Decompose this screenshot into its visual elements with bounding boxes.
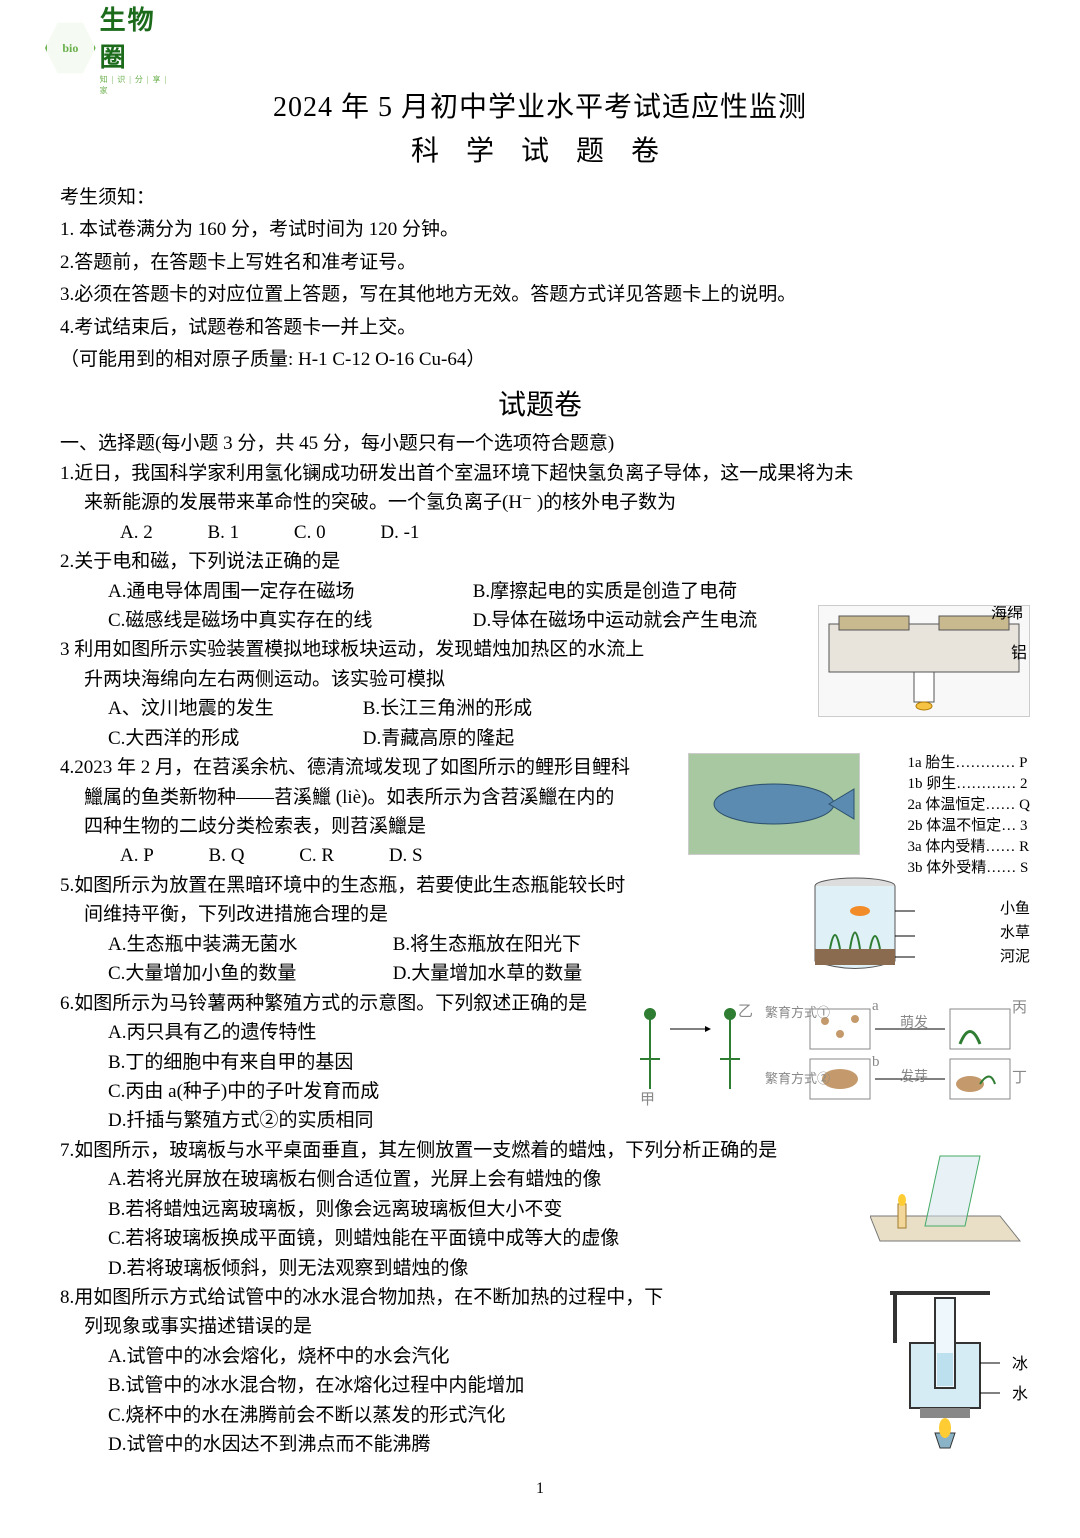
q6-label-m1: 繁育方式①: [765, 1003, 830, 1023]
logo-icon: bio: [45, 20, 96, 76]
q8-figure: 冰 水: [880, 1283, 1030, 1453]
q5-label-grass: 水草: [1000, 921, 1030, 945]
q8-option-c: C.烧杯中的水在沸腾前会不断以蒸发的形式汽化: [60, 1401, 1020, 1430]
q4-key-row: 1b 卵生………… 2: [908, 774, 1031, 795]
instructions-heading: 考生须知：: [60, 183, 1020, 213]
q4-figure: [688, 753, 860, 855]
q6-label-ding: 丁: [1012, 1067, 1027, 1090]
q8-label-water: 水: [1012, 1383, 1028, 1408]
q8-option-d: D.试管中的水因达不到沸点而不能沸腾: [60, 1430, 1020, 1459]
instruction-line: 4.考试结束后，试题卷和答题卡一并上交。: [60, 313, 1020, 343]
question-6: 甲 乙 丙 丁 a b 繁育方式① 繁育方式② 萌发 发芽 6.如图所示为马铃薯…: [60, 989, 1020, 1136]
q2-option-b: B.摩擦起电的实质是创造了电荷: [473, 577, 833, 606]
instruction-line: （可能用到的相对原子质量: H-1 C-12 O-16 Cu-64）: [60, 345, 1020, 375]
q8-heating-icon: [880, 1283, 1030, 1453]
q6-label-bud: 发芽: [900, 1067, 928, 1089]
question-4: 1a 胎生………… P 1b 卵生………… 2 2a 体温恒定…… Q 2b 体…: [60, 753, 1020, 871]
q5-option-a: A.生态瓶中装满无菌水: [108, 930, 388, 959]
q5-option-b: B.将生态瓶放在阳光下: [393, 934, 581, 955]
q4-key-table: 1a 胎生………… P 1b 卵生………… 2 2a 体温恒定…… Q 2b 体…: [908, 753, 1031, 879]
q6-option-d: D.扦插与繁殖方式②的实质相同: [60, 1106, 1020, 1135]
q5-jar-icon: [800, 871, 950, 976]
q5-option-c: C.大量增加小鱼的数量: [108, 959, 388, 988]
q5-label-fish: 小鱼: [1000, 897, 1030, 921]
q3-option-b: B.长江三角洲的形成: [363, 698, 532, 719]
q8-stem: 列现象或事实描述错误的是: [60, 1312, 1020, 1341]
logo-main-text: 生物圈: [100, 0, 175, 74]
q8-option-b: B.试管中的冰水混合物，在冰熔化过程中内能增加: [60, 1371, 1020, 1400]
q7-figure: [870, 1146, 1030, 1256]
q7-mirror-icon: [870, 1146, 1030, 1256]
exam-subtitle: 科 学 试 题 卷: [60, 129, 1020, 169]
q8-option-a: A.试管中的冰会熔化，烧杯中的水会汽化: [60, 1342, 1020, 1371]
instruction-line: 3.必须在答题卡的对应位置上答题，写在其他地方无效。答题方式详见答题卡上的说明。: [60, 280, 1020, 310]
part1-heading: 一、选择题(每小题 3 分，共 45 分，每小题只有一个选项符合题意): [60, 429, 1020, 458]
q7-option-d: D.若将玻璃板倾斜，则无法观察到蜡烛的像: [60, 1254, 1020, 1283]
q4-stem: 四种生物的二歧分类检索表，则苕溪鱲是: [60, 812, 1020, 841]
q6-label-m2: 繁育方式②: [765, 1069, 830, 1089]
question-7: 7.如图所示，玻璃板与水平桌面垂直，其左侧放置一支燃着的蜡烛，下列分析正确的是 …: [60, 1136, 1020, 1283]
q4-option-b: B. Q: [209, 841, 245, 870]
q6-label-a: a: [872, 995, 879, 1018]
q6-label-jia: 甲: [640, 1089, 655, 1109]
q5-label-mud: 河泥: [1000, 945, 1030, 969]
q4-option-a: A. P: [120, 841, 154, 870]
logo: bio 生物圈 知 | 识 | 分 | 享 | 家: [45, 18, 175, 78]
logo-sub-text: 知 | 识 | 分 | 享 | 家: [100, 74, 175, 96]
q1-option-c: C. 0: [294, 518, 326, 547]
q4-stem: 4.2023 年 2 月，在苕溪余杭、德清流域发现了如图所示的鲤形目鲤科: [60, 753, 1020, 782]
q2-option-a: A.通电导体周围一定存在磁场: [108, 577, 468, 606]
q1-stem: 来新能源的发展带来革命性的突破。一个氢负离子(H⁻ )的核外电子数为: [60, 488, 1020, 517]
q4-stem: 鱲属的鱼类新物种——苕溪鱲 (liè)。如表所示为含苕溪鱲在内的: [60, 783, 1020, 812]
q6-label-sprout: 萌发: [900, 1013, 928, 1035]
q4-key-row: 3a 体内受精…… R: [908, 837, 1031, 858]
q3-option-a: A、汶川地震的发生: [108, 694, 358, 723]
section-title: 试题卷: [60, 383, 1020, 423]
instruction-line: 2.答题前，在答题卡上写姓名和准考证号。: [60, 248, 1020, 278]
page-number: 1: [60, 1480, 1020, 1498]
q4-key-row: 2a 体温恒定…… Q: [908, 795, 1031, 816]
q1-option-d: D. -1: [380, 518, 419, 547]
q6-figure: 甲 乙 丙 丁 a b 繁育方式① 繁育方式② 萌发 发芽: [610, 989, 1030, 1109]
q3-figure: 海绵 铝: [818, 605, 1030, 717]
q2-option-c: C.磁感线是磁场中真实存在的线: [108, 606, 468, 635]
q1-option-a: A. 2: [120, 518, 153, 547]
q3-option-c: C.大西洋的形成: [108, 724, 358, 753]
q4-key-row: 2b 体温不恒定… 3: [908, 816, 1031, 837]
q3-label-al: 铝: [1011, 642, 1027, 667]
instruction-line: 1. 本试卷满分为 160 分，考试时间为 120 分钟。: [60, 215, 1020, 245]
question-1: 1.近日，我国科学家利用氢化镧成功研发出首个室温环境下超快氢负离子导体，这一成果…: [60, 459, 1020, 547]
q1-stem: 1.近日，我国科学家利用氢化镧成功研发出首个室温环境下超快氢负离子导体，这一成果…: [60, 459, 1020, 488]
q3-label-sponge: 海绵: [991, 605, 1023, 627]
q5-figure: [800, 871, 950, 976]
question-8: 冰 水 8.用如图所示方式给试管中的冰水混合物加热，在不断加热的过程中，下 列现…: [60, 1283, 1020, 1460]
q6-label-bing: 丙: [1012, 997, 1027, 1020]
q4-option-d: D. S: [389, 841, 423, 870]
instructions-block: 考生须知： 1. 本试卷满分为 160 分，考试时间为 120 分钟。 2.答题…: [60, 183, 1020, 375]
q4-option-c: C. R: [299, 841, 334, 870]
q1-option-b: B. 1: [207, 518, 239, 547]
q2-option-d: D.导体在磁场中运动就会产生电流: [473, 606, 833, 635]
q3-option-d: D.青藏高原的隆起: [363, 728, 514, 749]
q4-fish-icon: [689, 754, 859, 854]
q6-label-yi: 乙: [738, 1001, 753, 1024]
q6-label-b: b: [872, 1051, 880, 1074]
q8-label-ice: 冰: [1012, 1353, 1028, 1378]
q5-option-d: D.大量增加水草的数量: [393, 963, 582, 984]
exam-title: 2024 年 5 月初中学业水平考试适应性监测: [60, 85, 1020, 125]
question-3: 海绵 铝 3 利用如图所示实验装置模拟地球板块运动，发现蜡烛加热区的水流上 升两…: [60, 635, 1020, 753]
question-5: 小鱼 水草 河泥 5.如图所示为放置在黑暗环境中的生态瓶，若要使此生态瓶能较长时…: [60, 871, 1020, 989]
q2-stem: 2.关于电和磁，下列说法正确的是: [60, 547, 1020, 576]
q4-key-row: 1a 胎生………… P: [908, 753, 1031, 774]
q8-stem: 8.用如图所示方式给试管中的冰水混合物加热，在不断加热的过程中，下: [60, 1283, 1020, 1312]
